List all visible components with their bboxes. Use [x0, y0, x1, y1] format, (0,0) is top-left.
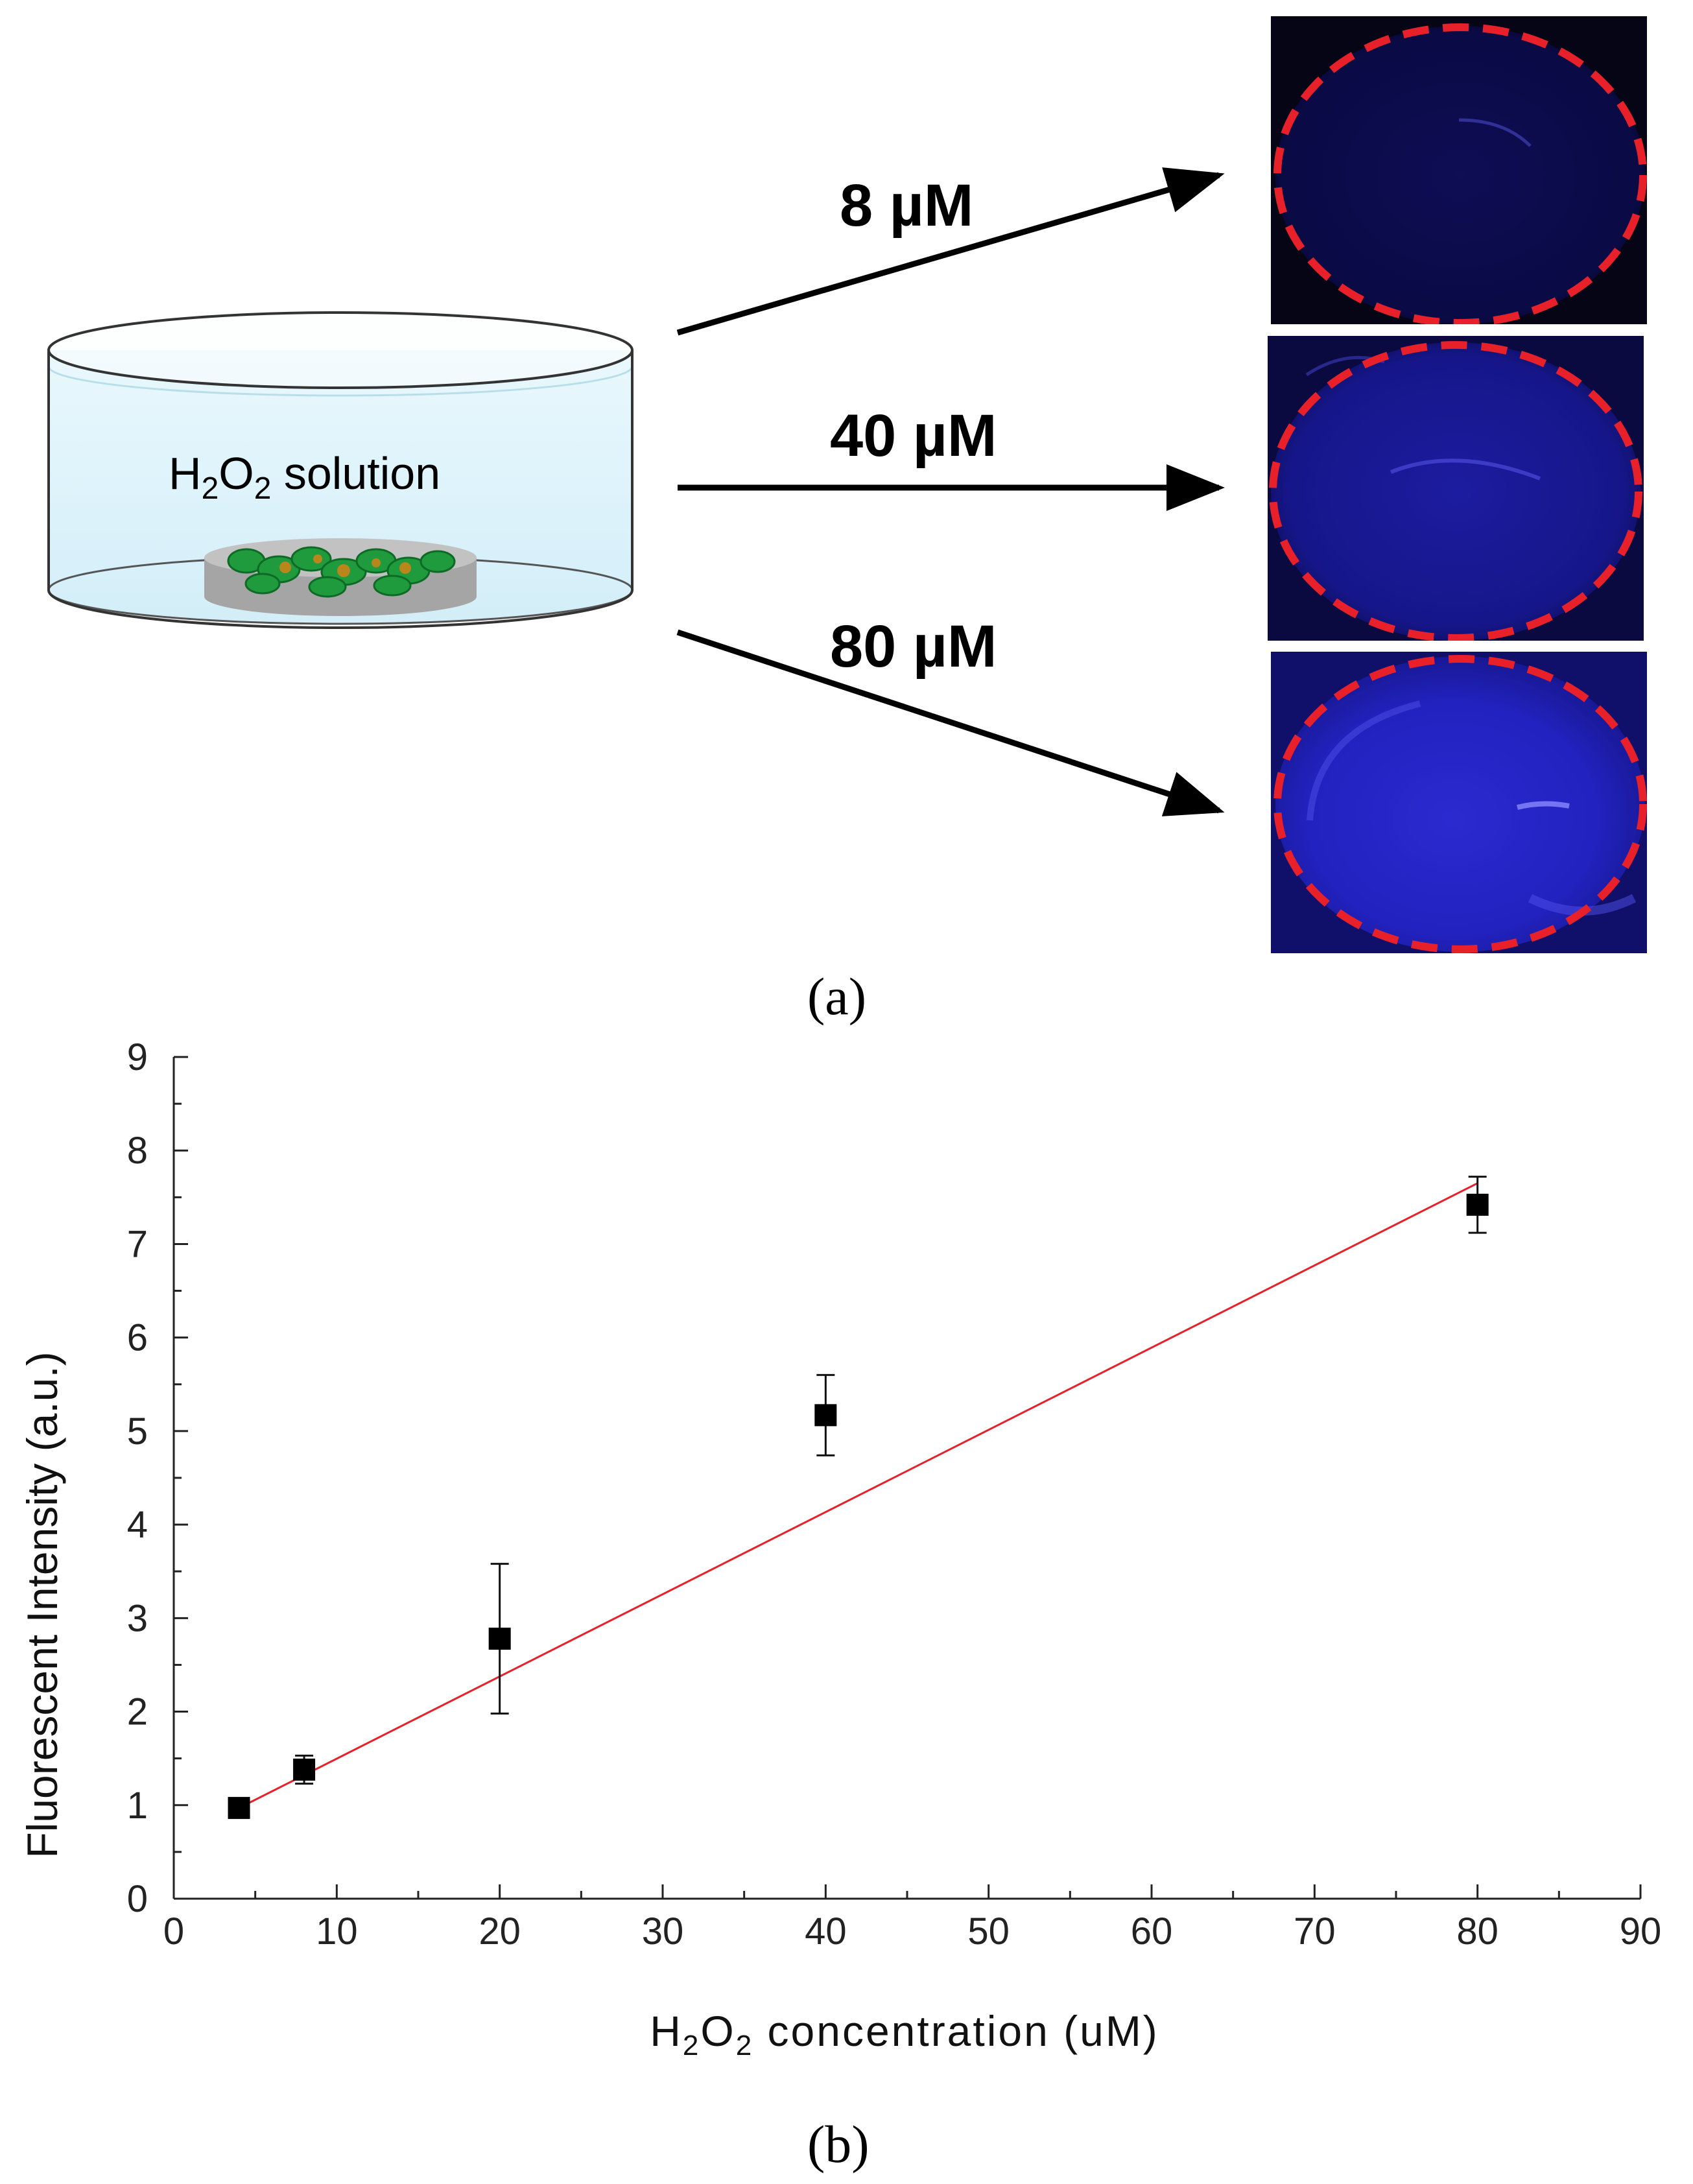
fluorescence-photo-8um	[1271, 16, 1647, 324]
data-point-marker	[1466, 1193, 1489, 1216]
hydrogel-sample	[204, 538, 477, 616]
panel-a-label: (a)	[807, 967, 867, 1026]
x-tick-label: 90	[1620, 1910, 1662, 1953]
arrow-8um	[676, 167, 1225, 336]
data-point-marker	[228, 1797, 250, 1820]
x-axis-label: H2O2 concentration (uM)	[650, 2007, 1159, 2061]
dish-label: H2O2 solution	[169, 448, 441, 506]
x-tick-label: 20	[479, 1910, 521, 1953]
data-point-marker	[488, 1628, 511, 1650]
concentration-label-8um: 8 µM	[840, 172, 974, 239]
dish-fluid	[49, 350, 632, 624]
linear-fit-line	[238, 1182, 1478, 1809]
y-tick-label: 6	[127, 1317, 148, 1359]
y-tick-label: 3	[127, 1597, 148, 1639]
y-tick-label: 2	[127, 1691, 148, 1733]
chart-ticks: 0 10 20 30 40 50 60 70 80 90 0 1 2 3 4 5 6 7 8 9	[127, 1036, 1662, 1953]
fluorescence-chart: 0 10 20 30 40 50 60 70 80 90 0 1 2 3 4 5 6 7 8 9 Fluorescen…	[18, 1036, 1662, 2061]
chart-points-layer	[228, 1176, 1489, 1820]
y-tick-label: 4	[127, 1504, 148, 1546]
y-tick-label: 8	[127, 1130, 148, 1172]
x-tick-label: 80	[1456, 1910, 1498, 1953]
x-tick-label: 0	[163, 1910, 184, 1953]
x-tick-label: 70	[1294, 1910, 1336, 1953]
y-tick-label: 0	[127, 1878, 148, 1920]
data-point	[814, 1373, 837, 1456]
y-tick-label: 5	[127, 1410, 148, 1453]
chart-fit-layer	[238, 1182, 1478, 1809]
concentration-label-80um: 80 µM	[830, 613, 997, 680]
data-point-marker	[293, 1758, 316, 1781]
x-tick-label: 10	[316, 1910, 358, 1953]
x-tick-label: 60	[1131, 1910, 1173, 1953]
fluorescence-photo-40um	[1268, 336, 1644, 641]
x-tick-label: 40	[805, 1910, 847, 1953]
chart-axes	[172, 1057, 1640, 1900]
dish-rim	[47, 311, 633, 389]
concentration-label-40um: 40 µM	[830, 403, 997, 469]
x-tick-label: 50	[967, 1910, 1010, 1953]
data-point	[228, 1797, 250, 1820]
y-tick-label: 1	[127, 1785, 148, 1827]
arrow-80um	[676, 629, 1225, 816]
data-point	[488, 1563, 511, 1715]
data-point	[1466, 1176, 1489, 1234]
fluorescence-photo-80um	[1271, 652, 1647, 953]
panel-b-label: (b)	[807, 2115, 870, 2174]
y-tick-label: 7	[127, 1223, 148, 1265]
y-axis-label: Fluorescent Intensity (a.u.)	[18, 1351, 66, 1858]
petri-dish-illustration	[47, 311, 633, 629]
arrows-layer	[676, 167, 1225, 816]
data-point-marker	[814, 1404, 837, 1427]
data-point	[293, 1754, 316, 1785]
y-tick-label: 9	[127, 1036, 148, 1078]
x-tick-label: 30	[642, 1910, 684, 1953]
